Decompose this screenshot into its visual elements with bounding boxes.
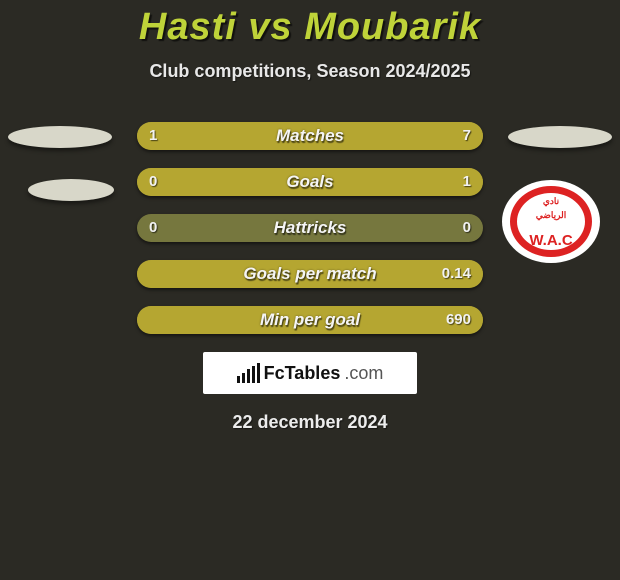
stat-label: Goals per match xyxy=(137,260,483,288)
stat-row: 00Hattricks xyxy=(137,214,483,242)
placeholder-ellipse xyxy=(8,126,112,148)
stat-label: Hattricks xyxy=(137,214,483,242)
stat-label: Goals xyxy=(137,168,483,196)
stat-row: 0.14Goals per match xyxy=(137,260,483,288)
page-title: Hasti vs Moubarik xyxy=(0,0,620,49)
wac-text-mid: الرياضي xyxy=(502,210,600,221)
bars-icon xyxy=(237,363,260,383)
placeholder-ellipse xyxy=(508,126,612,148)
fctables-light: .com xyxy=(344,363,383,384)
stat-label: Min per goal xyxy=(137,306,483,334)
stat-label: Matches xyxy=(137,122,483,150)
date-caption: 22 december 2024 xyxy=(0,412,620,433)
fctables-bold: FcTables xyxy=(264,363,341,384)
club-badge-wac: نادي الرياضي W.A.C xyxy=(502,180,600,263)
wac-text-bottom: W.A.C xyxy=(502,232,600,249)
comparison-bars: 17Matches 01Goals 00Hattricks 0.14Goals per… xyxy=(137,122,483,334)
bars-icon-bar xyxy=(257,363,260,383)
bars-icon-bar xyxy=(237,376,240,383)
bars-icon-bar xyxy=(252,366,255,383)
placeholder-ellipse xyxy=(28,179,114,201)
bars-icon-bar xyxy=(242,373,245,383)
fctables-watermark: FcTables.com xyxy=(203,352,417,394)
subtitle: Club competitions, Season 2024/2025 xyxy=(0,61,620,82)
bars-icon-bar xyxy=(247,369,250,383)
stat-row: 01Goals xyxy=(137,168,483,196)
stat-row: 690Min per goal xyxy=(137,306,483,334)
stat-row: 17Matches xyxy=(137,122,483,150)
wac-text-top: نادي xyxy=(502,196,600,207)
